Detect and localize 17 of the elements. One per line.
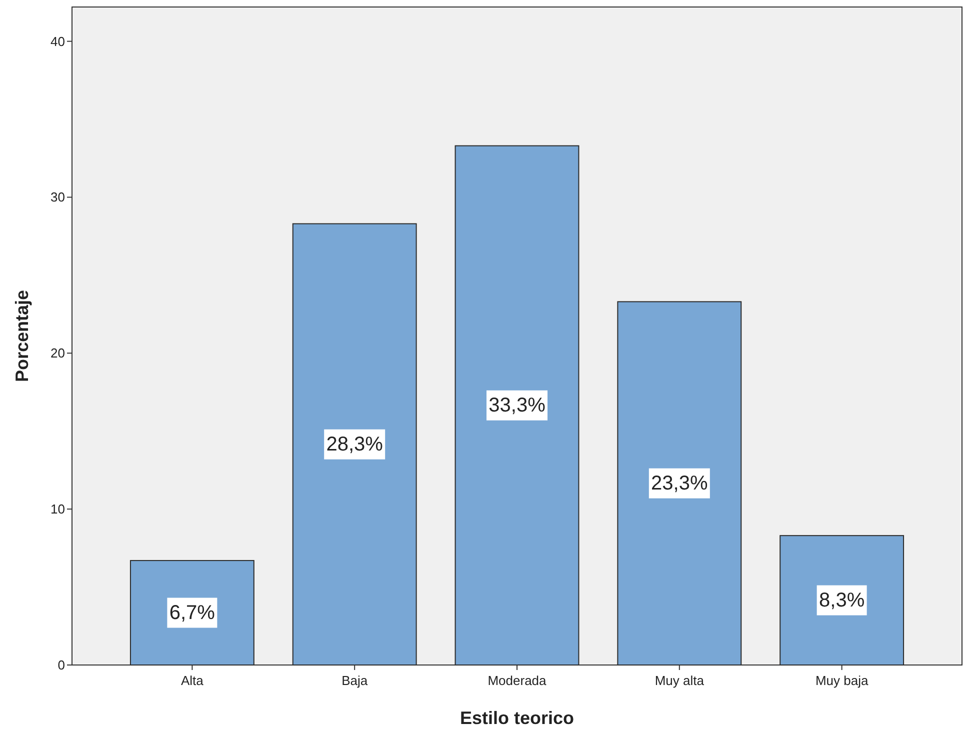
y-tick-label: 30 [50,190,65,205]
y-tick-label: 20 [50,346,65,361]
x-tick-label: Moderada [488,673,548,688]
data-label: 28,3% [326,433,384,456]
y-tick-label: 0 [58,658,65,672]
x-tick-label: Baja [342,673,368,688]
data-label: 8,3% [819,589,865,612]
data-label: 33,3% [488,394,546,416]
x-tick-label: Muy baja [815,673,869,688]
x-tick-label: Alta [180,673,204,688]
x-tick-label: Muy alta [654,673,705,688]
x-axis-title: Estilo teorico [460,708,574,728]
y-tick-label: 10 [50,502,65,517]
y-tick-label: 40 [50,34,65,49]
data-label: 23,3% [651,472,708,494]
data-label: 6,7% [169,602,216,624]
y-axis-title: Porcentaje [12,290,32,382]
